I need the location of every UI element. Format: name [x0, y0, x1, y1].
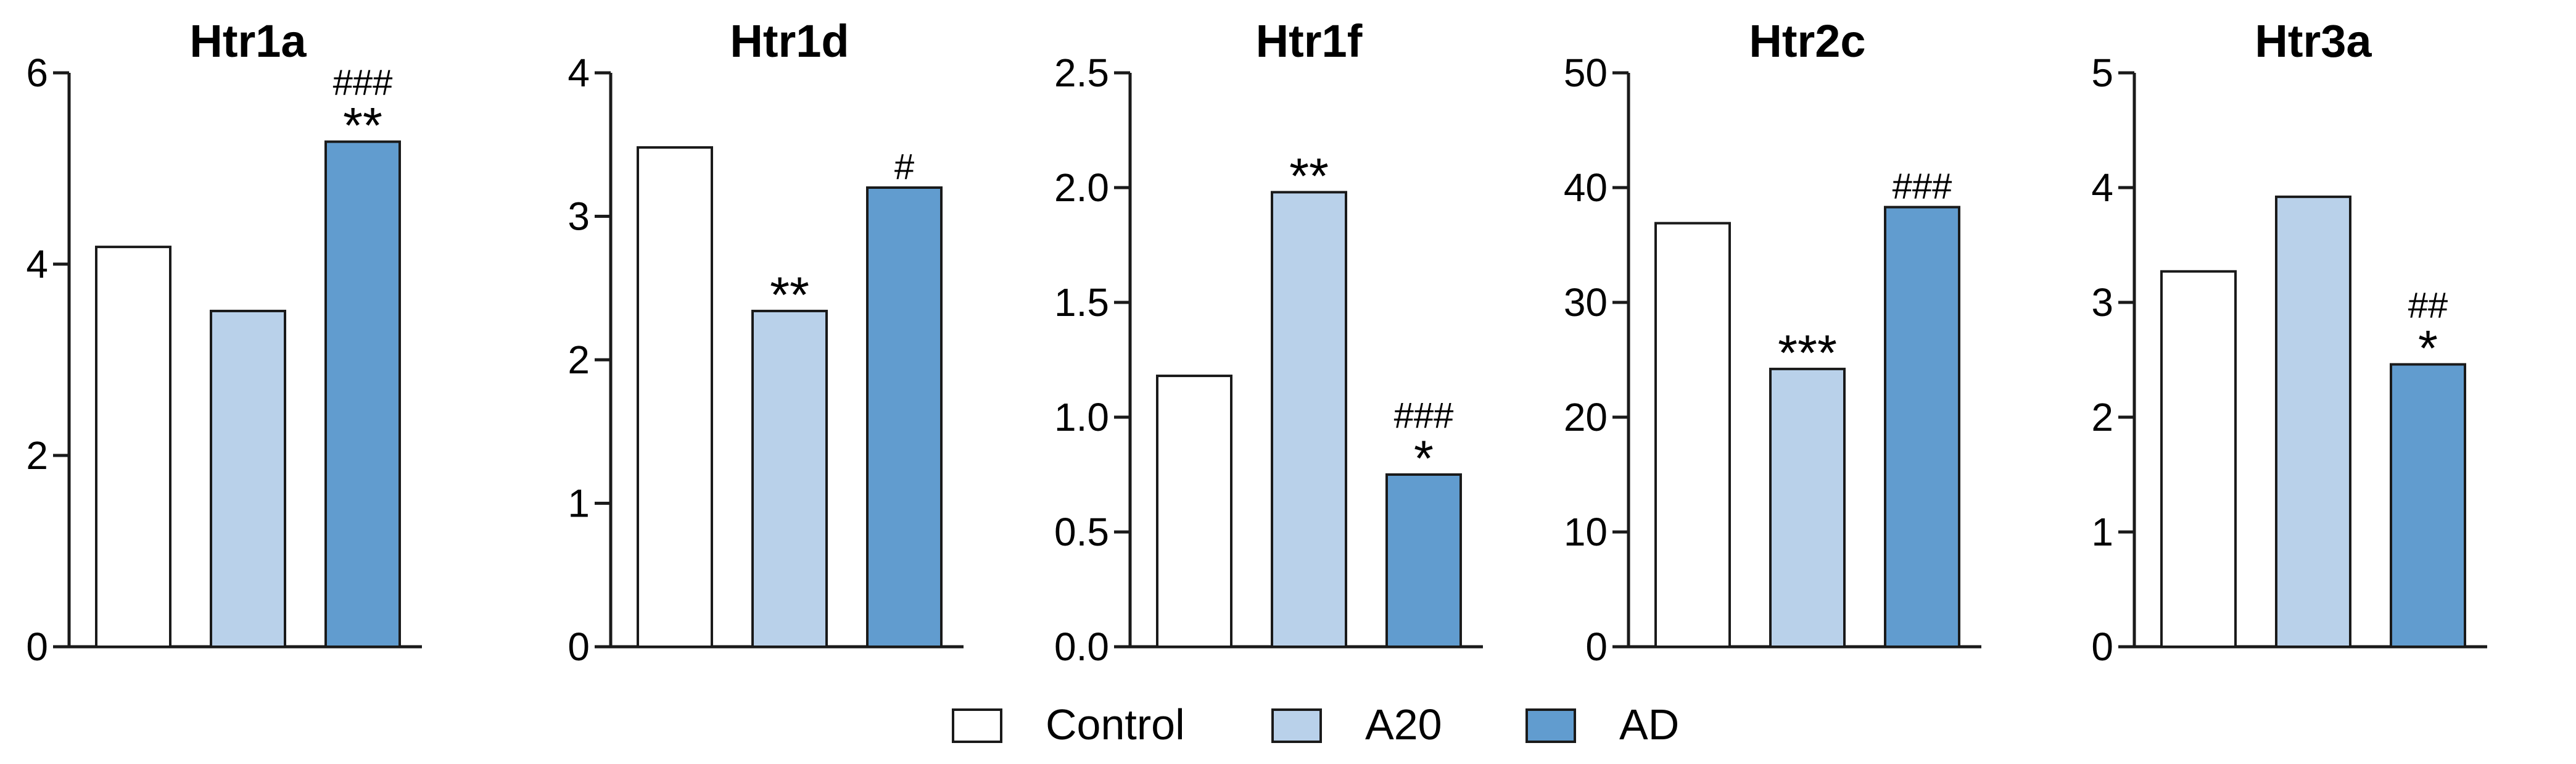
y-tick-label-htr3a: 4: [2091, 165, 2113, 210]
legend-item-control: Control: [952, 700, 1185, 749]
chart-panels: 0246**###Htr1a01234**#Htr1d0.00.51.01.52…: [26, 15, 2487, 669]
y-tick-label-htr1a: 6: [26, 51, 48, 95]
chart-title-htr1a: Htr1a: [189, 15, 307, 67]
bar-htr1d-ad: [866, 186, 943, 648]
y-tick-label-htr1d: 3: [568, 194, 590, 239]
legend-label-control: Control: [1046, 700, 1185, 749]
y-tick-label-htr1f: 0.0: [1054, 625, 1109, 669]
legend-swatch-control: [952, 708, 1002, 743]
bar-htr3a-ad: [2390, 363, 2466, 648]
y-tick-label-htr2c: 0: [1585, 625, 1608, 669]
legend-item-a20: A20: [1271, 700, 1442, 749]
legend: Control A20 AD: [952, 700, 1679, 749]
y-tick-label-htr3a: 2: [2091, 395, 2113, 439]
bar-htr3a-control: [2160, 270, 2237, 648]
bar-htr1f-control: [1156, 375, 1232, 648]
bar-htr2c-control: [1654, 222, 1731, 649]
bar-htr1a-a20: [210, 309, 286, 648]
bar-htr3a-a20: [2275, 195, 2351, 648]
panel-htr2c: 0 10 20 30 40 50 *** ### Htr2c: [1564, 15, 1981, 669]
significance-star-htr3a-ad: *: [2418, 320, 2438, 376]
significance-star-htr1f-ad: *: [1414, 431, 1434, 487]
y-tick-label-htr3a: 0: [2091, 625, 2113, 669]
bar-htr1a-ad: [324, 140, 401, 649]
y-tick-label-htr1a: 0: [26, 625, 48, 669]
y-tick-label-htr1f: 1.0: [1054, 395, 1109, 439]
y-tick-label-htr3a: 3: [2091, 280, 2113, 325]
bar-htr1f-a20: [1271, 191, 1347, 648]
panel-htr3a: 0 1 2 3 4 5 *## Htr3a: [2091, 15, 2487, 669]
significance-star-htr2c-a20: ***: [1778, 325, 1837, 381]
y-tick-label-htr1a: 2: [26, 433, 48, 478]
bar-htr1d-a20: [751, 309, 828, 648]
significance-hash-htr3a-ad: ##: [2408, 285, 2448, 325]
panel-htr1d: 0 1 2 3 4 ** # Htr1d: [568, 15, 964, 669]
panel-htr1f: 0.00.51.01.52.02.5***###Htr1f: [1054, 15, 1483, 669]
y-tick-label-htr1f: 2.5: [1054, 51, 1109, 95]
y-tick-label-htr1f: 0.5: [1054, 510, 1109, 554]
significance-hash-htr1a-ad: ###: [333, 63, 393, 103]
y-tick-label-htr1d: 0: [568, 625, 590, 669]
significance-star-htr1a-ad: **: [343, 98, 382, 154]
significance-hash-htr1d-ad: #: [894, 147, 914, 187]
y-tick-label-htr3a: 1: [2091, 510, 2113, 554]
y-tick-label-htr2c: 50: [1564, 51, 1608, 95]
y-tick-label-htr3a: 5: [2091, 51, 2113, 95]
y-tick-label-htr2c: 30: [1564, 280, 1608, 325]
y-tick-label-htr1d: 4: [568, 51, 590, 95]
significance-star-htr1d-a20: **: [770, 267, 809, 323]
significance-hash-htr2c-ad: ###: [1893, 167, 1952, 207]
y-tick-label-htr2c: 20: [1564, 395, 1608, 439]
bar-htr2c-ad: [1884, 206, 1960, 648]
legend-item-ad: AD: [1525, 700, 1679, 749]
legend-label-a20: A20: [1365, 700, 1442, 749]
chart-title-htr2c: Htr2c: [1749, 15, 1865, 67]
legend-swatch-a20: [1271, 708, 1322, 743]
chart-title-htr1d: Htr1d: [730, 15, 849, 67]
y-tick-label-htr1a: 4: [26, 242, 48, 286]
y-tick-label-htr1d: 2: [568, 338, 590, 382]
y-tick-label-htr1f: 1.5: [1054, 280, 1109, 325]
y-tick-label-htr2c: 10: [1564, 510, 1608, 554]
bar-htr2c-a20: [1769, 367, 1846, 648]
significance-hash-htr1f-ad: ###: [1394, 396, 1454, 436]
bar-htr1d-control: [637, 146, 713, 648]
bar-htr1f-ad: [1385, 473, 1462, 648]
bar-htr1a-control: [95, 246, 171, 649]
y-tick-label-htr1d: 1: [568, 481, 590, 526]
y-tick-label-htr1f: 2.0: [1054, 165, 1109, 210]
panel-htr1a: 0 2 4 6 **### Htr1a: [26, 15, 422, 669]
significance-star-htr1f-a20: **: [1289, 148, 1329, 204]
legend-label-ad: AD: [1619, 700, 1679, 749]
legend-swatch-ad: [1525, 708, 1576, 743]
chart-title-htr1f: Htr1f: [1256, 15, 1363, 67]
chart-title-htr3a: Htr3a: [2255, 15, 2372, 67]
y-tick-label-htr2c: 40: [1564, 165, 1608, 210]
